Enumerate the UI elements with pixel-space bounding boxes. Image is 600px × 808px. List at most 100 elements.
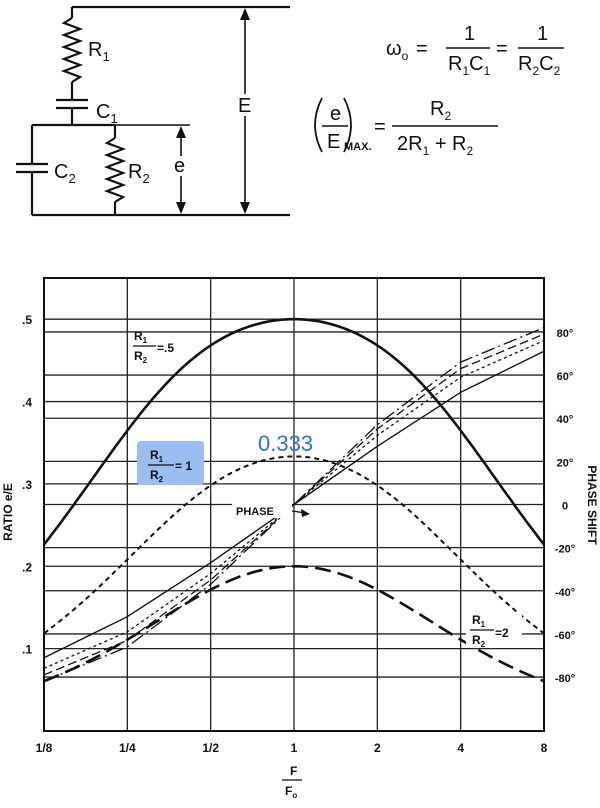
- svg-text:R2: R2: [150, 468, 164, 484]
- series-5-point-1: [127, 631, 128, 632]
- x-tick-label-2: 1/2: [202, 741, 219, 755]
- series-3-point-2: [210, 562, 211, 563]
- series-2-point-7: [335, 576, 336, 577]
- series-2-point-12: [543, 681, 544, 682]
- e-big-arrow-up: [240, 8, 250, 20]
- right-y-tick-bg-7: [548, 367, 582, 384]
- left-axis-title: RATIO e/E: [1, 483, 15, 541]
- series-4-point-1: [127, 640, 128, 641]
- e-big-arrow-down: [240, 202, 250, 214]
- omega-symbol: ωo: [386, 38, 409, 63]
- series-0-point-1: [85, 499, 86, 500]
- r2-resistor: [103, 137, 127, 203]
- left-y-tick-label-3: .4: [22, 396, 32, 410]
- series-6-point-5: [460, 362, 461, 363]
- series-0-point-12: [543, 551, 544, 552]
- frac2-den: R2C2: [518, 53, 561, 78]
- series-4-point-4: [377, 428, 378, 429]
- series-1-point-10: [460, 561, 461, 562]
- formula-omega: ωo = 1 R1C1 = 1 R2C2: [386, 23, 564, 78]
- phase-label: PHASE: [232, 502, 310, 518]
- right-y-tick-label-1: -60°: [555, 630, 575, 642]
- left-y-tick-label-1: .2: [22, 560, 32, 574]
- svg-text:PHASE: PHASE: [236, 506, 274, 518]
- series-0-point-2: [127, 449, 128, 450]
- omega-eq2: =: [496, 38, 508, 60]
- series-0-point-10: [460, 449, 461, 450]
- paren-right: [343, 97, 352, 153]
- series-2-point-4: [210, 596, 211, 597]
- series-1-point-4: [210, 492, 211, 493]
- series-0-point-3: [169, 403, 170, 404]
- svg-text:R1: R1: [134, 329, 148, 345]
- right-y-tick-bg-4: [548, 496, 582, 513]
- label-r2: R2: [128, 161, 150, 186]
- left-y-tick-label-2: .3: [22, 478, 32, 492]
- series-1-point-3: [169, 525, 170, 526]
- plot-frame: [43, 277, 545, 732]
- right-y-tick-bg-1: [548, 625, 582, 642]
- series-6-point-0: [43, 681, 44, 682]
- series-label-highlight: [137, 441, 204, 485]
- svg-text:F: F: [290, 764, 297, 778]
- frac1-num: 1: [464, 23, 475, 45]
- series-4-point-0: [43, 674, 44, 675]
- label-e-big: E: [238, 95, 251, 117]
- right-y-tick-label-5: 20°: [557, 457, 574, 469]
- series-2-point-8: [377, 596, 378, 597]
- circuit-labels: R1 C1 C2 R2 e E: [54, 39, 254, 186]
- svg-text:= 1: = 1: [175, 459, 192, 473]
- series-1-point-6: [293, 456, 294, 457]
- formula-max-ratio: e E MAX. = R2 2R1 + R2: [314, 97, 498, 158]
- series-1-point-7: [335, 466, 336, 467]
- series-line-0: [42, 317, 546, 546]
- right-y-tick-label-2: -40°: [555, 587, 575, 599]
- right-y-tick-label-7: 60°: [557, 371, 574, 383]
- left-y-tick-label-0: .1: [22, 643, 32, 657]
- left-y-tick-labels: .1 .2 .3 .4 .5: [22, 313, 32, 656]
- x-tick-label-6: 8: [541, 741, 548, 755]
- max-label: MAX.: [344, 141, 372, 153]
- series-4-point-2: [210, 579, 211, 580]
- right-y-tick-bg-0: [548, 669, 582, 686]
- omega-eq: =: [416, 38, 428, 60]
- right-y-tick-label-0: -80°: [555, 673, 575, 685]
- peak-annotation: 0.333: [258, 431, 313, 456]
- series-6-point-3: [293, 504, 294, 505]
- right-y-tick-label-4: 0: [562, 501, 568, 513]
- svg-text:=2: =2: [495, 626, 509, 640]
- x-tick-label-3: 1: [291, 741, 298, 755]
- series-6-point-6: [543, 327, 544, 328]
- svg-text:R1: R1: [472, 613, 486, 629]
- right-y-tick-label-8: 80°: [557, 328, 574, 340]
- series-1-point-5: [252, 466, 253, 467]
- series-line-2: [43, 565, 545, 683]
- series-2-point-9: [418, 618, 419, 619]
- series-2-point-5: [252, 576, 253, 577]
- x-tick-labels: 1/8 1/4 1/2 1 2 4 8: [36, 741, 548, 755]
- series-3-point-1: [127, 616, 128, 617]
- series-1-point-11: [502, 595, 503, 596]
- right-y-tick-bg-3: [548, 539, 582, 556]
- paren-left: [314, 97, 323, 153]
- svg-text:=.5: =.5: [157, 341, 174, 355]
- svg-text:R2: R2: [134, 349, 148, 365]
- series-2-point-3: [169, 618, 170, 619]
- left-y-tick-label-4: .5: [22, 313, 32, 327]
- series-0-point-8: [377, 362, 378, 363]
- chart-series: [42, 317, 546, 683]
- series-0-point-11: [502, 499, 503, 500]
- series-2-point-10: [460, 641, 461, 642]
- series-1-point-12: [543, 627, 544, 628]
- label-r1: R1: [88, 39, 110, 64]
- series-0-point-5: [252, 330, 253, 331]
- frac2-num: 1: [537, 23, 548, 45]
- series-5-point-5: [460, 377, 461, 378]
- series-2-point-11: [502, 662, 503, 663]
- svg-text:Fo: Fo: [285, 784, 297, 800]
- series-0-point-4: [210, 362, 211, 363]
- right-y-tick-bg-5: [548, 453, 582, 470]
- x-tick-label-5: 4: [457, 741, 464, 755]
- e-small-arrow-down: [176, 202, 186, 214]
